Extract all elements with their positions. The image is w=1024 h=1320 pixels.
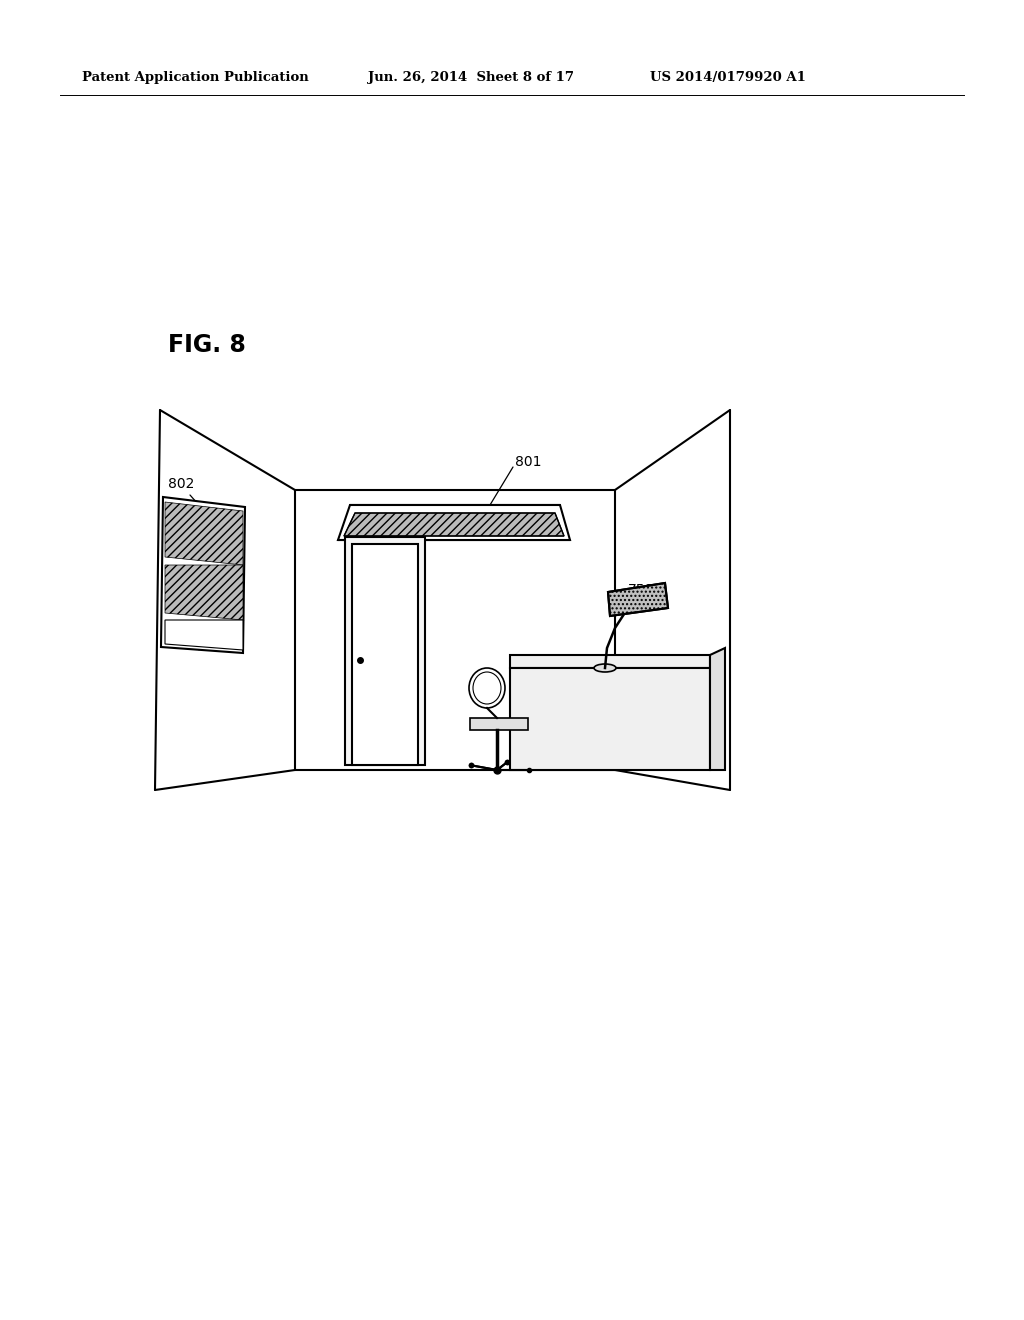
Polygon shape [344,513,564,536]
Bar [510,655,710,668]
Text: 801: 801 [515,455,542,469]
Polygon shape [165,620,243,649]
Text: Jun. 26, 2014  Sheet 8 of 17: Jun. 26, 2014 Sheet 8 of 17 [368,71,574,84]
Polygon shape [165,502,243,565]
Polygon shape [608,583,668,616]
Text: FIG. 8: FIG. 8 [168,333,246,356]
Bar [352,544,418,766]
Polygon shape [710,648,725,770]
Bar [345,537,425,766]
Text: US 2014/0179920 A1: US 2014/0179920 A1 [650,71,806,84]
Ellipse shape [594,664,616,672]
Bar [470,718,528,730]
Polygon shape [338,506,570,540]
Text: Patent Application Publication: Patent Application Publication [82,71,309,84]
Polygon shape [165,565,243,620]
Text: 802: 802 [168,477,195,491]
Bar [510,668,710,770]
Polygon shape [161,498,245,653]
Text: 7500: 7500 [628,583,663,597]
Ellipse shape [469,668,505,708]
